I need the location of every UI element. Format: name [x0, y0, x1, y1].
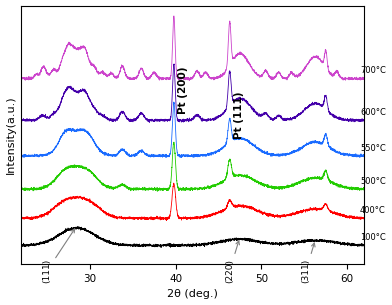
Text: (311): (311) [301, 243, 315, 283]
Text: 600°C: 600°C [360, 108, 386, 117]
Y-axis label: Intensity(a.u.): Intensity(a.u.) [5, 95, 16, 174]
X-axis label: 2θ (deg.): 2θ (deg.) [167, 289, 218, 300]
Text: Pt (200): Pt (200) [178, 66, 188, 114]
Text: (111): (111) [42, 229, 74, 283]
Text: 400°C: 400°C [360, 206, 386, 215]
Text: 550°C: 550°C [360, 144, 386, 152]
Text: (220): (220) [225, 241, 240, 283]
Text: 700°C: 700°C [360, 66, 386, 75]
Text: 100°C: 100°C [360, 233, 386, 242]
Text: 500°C: 500°C [360, 177, 386, 186]
Text: Pt (111): Pt (111) [234, 92, 244, 139]
